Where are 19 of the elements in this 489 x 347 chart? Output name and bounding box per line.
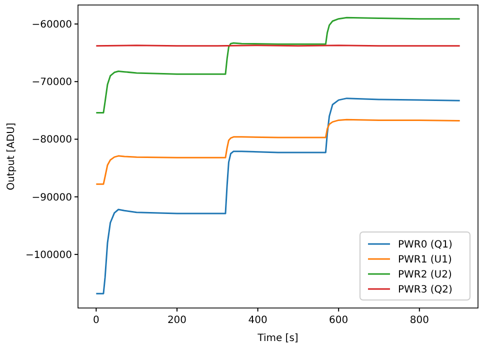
y-tick-label: −90000 <box>32 192 72 204</box>
legend-label: PWR0 (Q1) <box>398 240 453 250</box>
legend-label: PWR1 (U1) <box>398 254 452 266</box>
x-tick-label: 200 <box>167 315 187 326</box>
x-tick-label: 400 <box>248 315 268 326</box>
y-tick-label: −60000 <box>32 20 72 31</box>
x-tick-label: 0 <box>92 315 100 326</box>
line-series <box>95 98 461 294</box>
y-tick-label: −80000 <box>32 134 72 146</box>
x-tick-label: 800 <box>410 315 429 326</box>
legend-label: PWR2 (U2) <box>398 270 452 280</box>
y-tick-label: −70000 <box>32 77 72 88</box>
y-tick-label: −100000 <box>25 250 72 261</box>
y-axis-title: Output [ADU] <box>6 122 17 190</box>
x-tick-label: 600 <box>329 315 348 326</box>
legend-label: PWR3 (Q2) <box>398 284 453 296</box>
x-axis-title: Time [s] <box>256 333 298 344</box>
line-series <box>95 118 461 185</box>
line-series <box>95 16 461 114</box>
